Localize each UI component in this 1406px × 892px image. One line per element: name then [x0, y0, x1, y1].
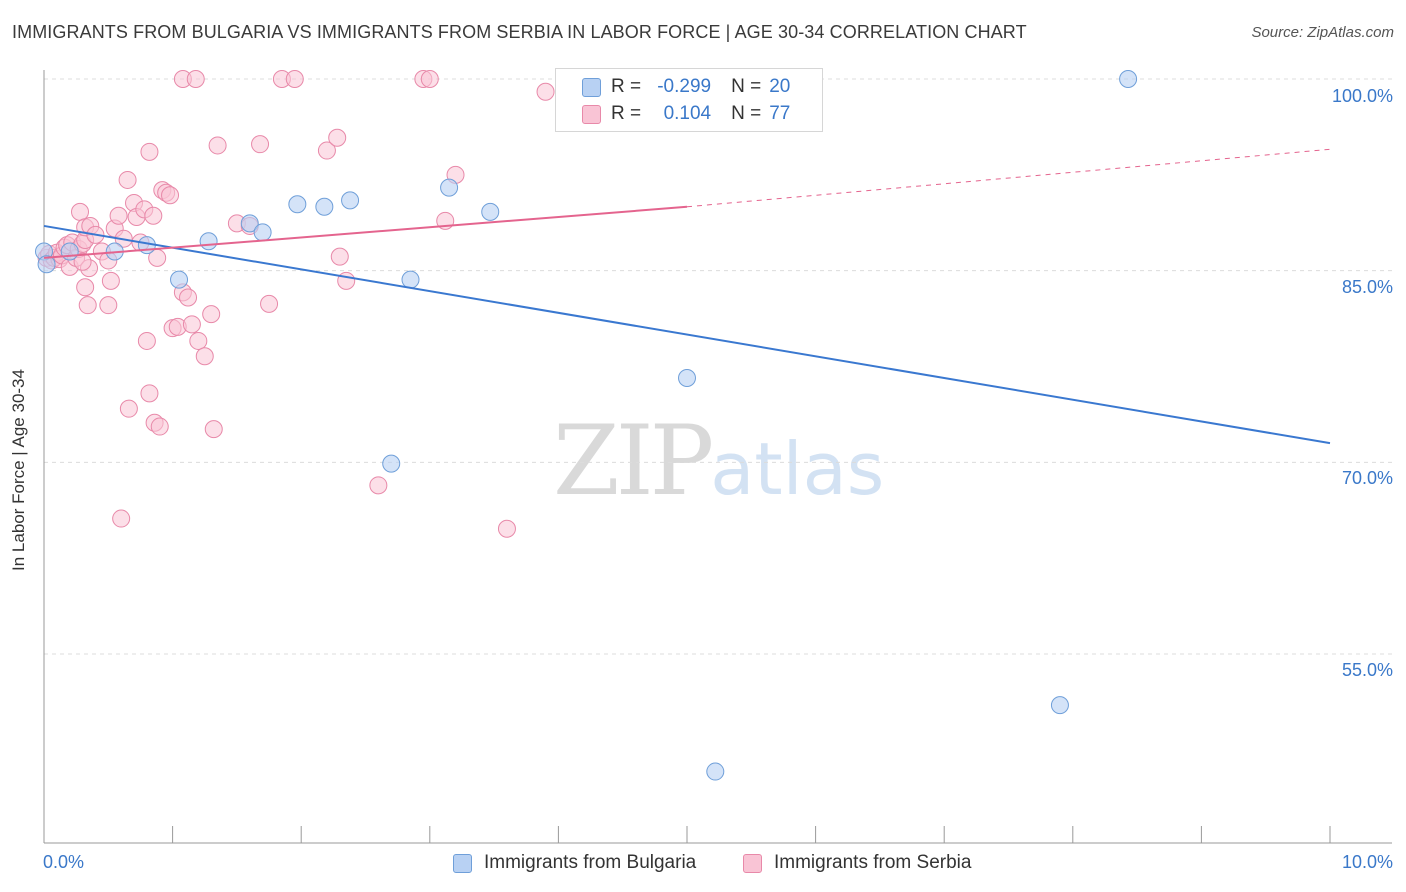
serbia-point	[101, 271, 120, 290]
y-tick-label: 55.0%	[1341, 660, 1393, 680]
watermark-atlas: atlas	[710, 427, 885, 511]
serbia-trend-line	[43, 205, 688, 259]
bulgaria-point	[288, 195, 307, 214]
serbia-point	[202, 305, 221, 324]
serbia-point	[161, 186, 180, 205]
legend-item-bulgaria[interactable]: Immigrants from Bulgaria	[453, 852, 696, 874]
serbia-point	[189, 331, 208, 350]
serbia-point	[208, 136, 227, 155]
x-tick-label: 10.0%	[1341, 852, 1393, 872]
legend-r-label: R =	[611, 103, 642, 124]
watermark-zip: ZIP	[553, 405, 714, 517]
serbia-point	[186, 70, 205, 88]
serbia-point	[251, 135, 270, 154]
bulgaria-point	[60, 242, 79, 261]
serbia-point	[260, 294, 279, 313]
bulgaria-point	[37, 255, 56, 274]
bulgaria-trend-line	[43, 224, 1331, 445]
bulgaria-point	[170, 270, 189, 289]
bulgaria-point	[440, 178, 459, 197]
bulgaria-point	[341, 191, 360, 210]
serbia-point	[118, 170, 137, 189]
serbia-trend-extension	[686, 148, 1331, 208]
serbia-point	[369, 476, 388, 495]
serbia-point	[140, 384, 159, 403]
correlation-legend: R = -0.299 N = 20 R = 0.104 N = 77	[555, 68, 823, 132]
watermark: ZIPatlas	[553, 405, 884, 517]
bulgaria-point	[240, 214, 259, 233]
bulgaria-point	[199, 232, 218, 251]
legend-n-label: N =	[731, 76, 762, 97]
legend-label-bulgaria: Immigrants from Bulgaria	[484, 852, 697, 873]
serbia-point	[140, 142, 159, 161]
legend-swatch-serbia	[743, 853, 762, 873]
serbia-point	[285, 70, 304, 88]
series-legend: Immigrants from Bulgaria Immigrants from…	[0, 852, 1406, 878]
serbia-point	[78, 296, 97, 315]
y-tick-label: 70.0%	[1341, 468, 1393, 488]
bulgaria-point	[481, 202, 500, 221]
serbia-point	[420, 70, 439, 88]
serbia-point	[179, 288, 198, 307]
serbia-point	[328, 128, 347, 147]
serbia-point	[536, 82, 555, 101]
serbia-point	[99, 296, 118, 315]
serbia-point	[497, 519, 516, 538]
legend-item-serbia[interactable]: Immigrants from Serbia	[743, 852, 971, 874]
legend-r-value: 0.104	[663, 103, 712, 124]
legend-label-serbia: Immigrants from Serbia	[774, 852, 972, 873]
serbia-point	[195, 347, 214, 366]
serbia-point	[73, 252, 92, 271]
x-tick-label: 0.0%	[43, 852, 85, 872]
legend-n-label: N =	[731, 103, 762, 124]
bulgaria-point	[253, 223, 272, 242]
legend-swatch-serbia	[582, 104, 601, 124]
serbia-point	[330, 247, 349, 266]
bulgaria-point	[678, 369, 696, 387]
source-label: Source: ZipAtlas.com	[1251, 24, 1394, 41]
y-tick-label: 100.0%	[1331, 86, 1393, 106]
bulgaria-point	[706, 762, 725, 781]
legend-row-bulgaria: R = -0.299 N = 20	[582, 74, 790, 100]
serbia-point	[112, 509, 131, 528]
serbia-point	[150, 417, 169, 436]
y-tick-label: 85.0%	[1341, 277, 1393, 297]
bulgaria-point	[401, 270, 420, 289]
legend-swatch-bulgaria	[453, 853, 472, 873]
serbia-point	[76, 278, 95, 297]
serbia-point	[144, 206, 163, 225]
legend-row-serbia: R = 0.104 N = 77	[582, 101, 790, 127]
bulgaria-point	[382, 454, 401, 473]
bulgaria-point	[1119, 70, 1138, 88]
legend-r-value: -0.299	[657, 76, 712, 97]
serbia-point	[182, 315, 201, 334]
serbia-point	[71, 202, 90, 221]
chart-title: IMMIGRANTS FROM BULGARIA VS IMMIGRANTS F…	[12, 22, 1027, 42]
legend-n-value: 20	[769, 76, 791, 97]
bulgaria-point	[315, 197, 334, 216]
legend-n-value: 77	[769, 103, 791, 124]
legend-swatch-bulgaria	[582, 77, 601, 97]
serbia-point	[337, 271, 356, 290]
serbia-point	[119, 399, 138, 418]
bulgaria-point	[1050, 696, 1069, 715]
serbia-point	[109, 206, 128, 225]
serbia-point	[204, 420, 223, 439]
serbia-point	[137, 331, 156, 350]
legend-r-label: R =	[611, 76, 642, 97]
serbia-point	[317, 141, 336, 160]
